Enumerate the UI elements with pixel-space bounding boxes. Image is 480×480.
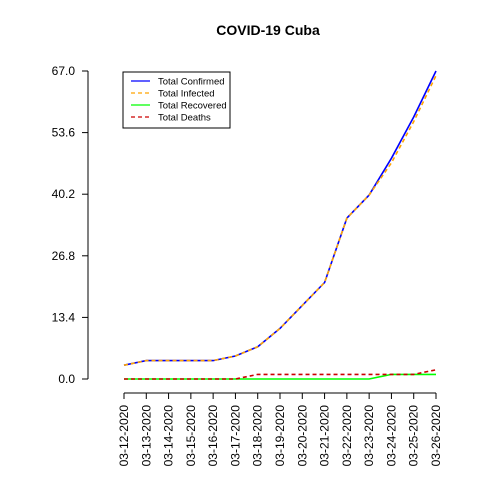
x-tick-label: 03-18-2020 [251,405,265,467]
y-tick-label: 67.0 [52,64,76,78]
series-line-3 [124,369,437,380]
x-tick-label: 03-24-2020 [384,405,398,467]
chart-title: COVID-19 Cuba [216,22,320,38]
x-tick-label: 03-22-2020 [340,405,354,467]
x-tick-label: 03-17-2020 [228,405,242,467]
x-tick-label: 03-13-2020 [139,405,153,467]
x-tick-label: 03-21-2020 [318,405,332,467]
x-tick-label: 03-25-2020 [407,405,421,467]
legend-label: Total Deaths [158,113,211,124]
x-tick-label: 03-12-2020 [117,405,131,467]
x-tick-label: 03-26-2020 [429,405,443,467]
y-tick-label: 26.8 [52,249,76,263]
legend-label: Total Confirmed [158,77,225,88]
x-tick-label: 03-20-2020 [295,405,309,467]
axes: 0.0 13.4 26.8 40.2 53.6 67.0 03-12-2020 03-13-2… [52,64,443,466]
x-tick-label: 03-16-2020 [206,405,220,467]
x-tick-label: 03-23-2020 [362,405,376,467]
legend-label: Total Recovered [158,101,227,112]
x-tick-label: 03-19-2020 [273,405,287,467]
y-tick-label: 13.4 [52,310,76,324]
series-line-1 [123,75,437,366]
legend-label: Total Infected [158,89,215,100]
series-layer [123,70,437,380]
y-tick-label: 53.6 [52,126,76,140]
y-tick-label: 40.2 [52,187,76,201]
x-tick-label: 03-14-2020 [162,405,176,467]
y-tick-label: 0.0 [58,372,75,386]
x-tick-label: 03-15-2020 [184,405,198,467]
